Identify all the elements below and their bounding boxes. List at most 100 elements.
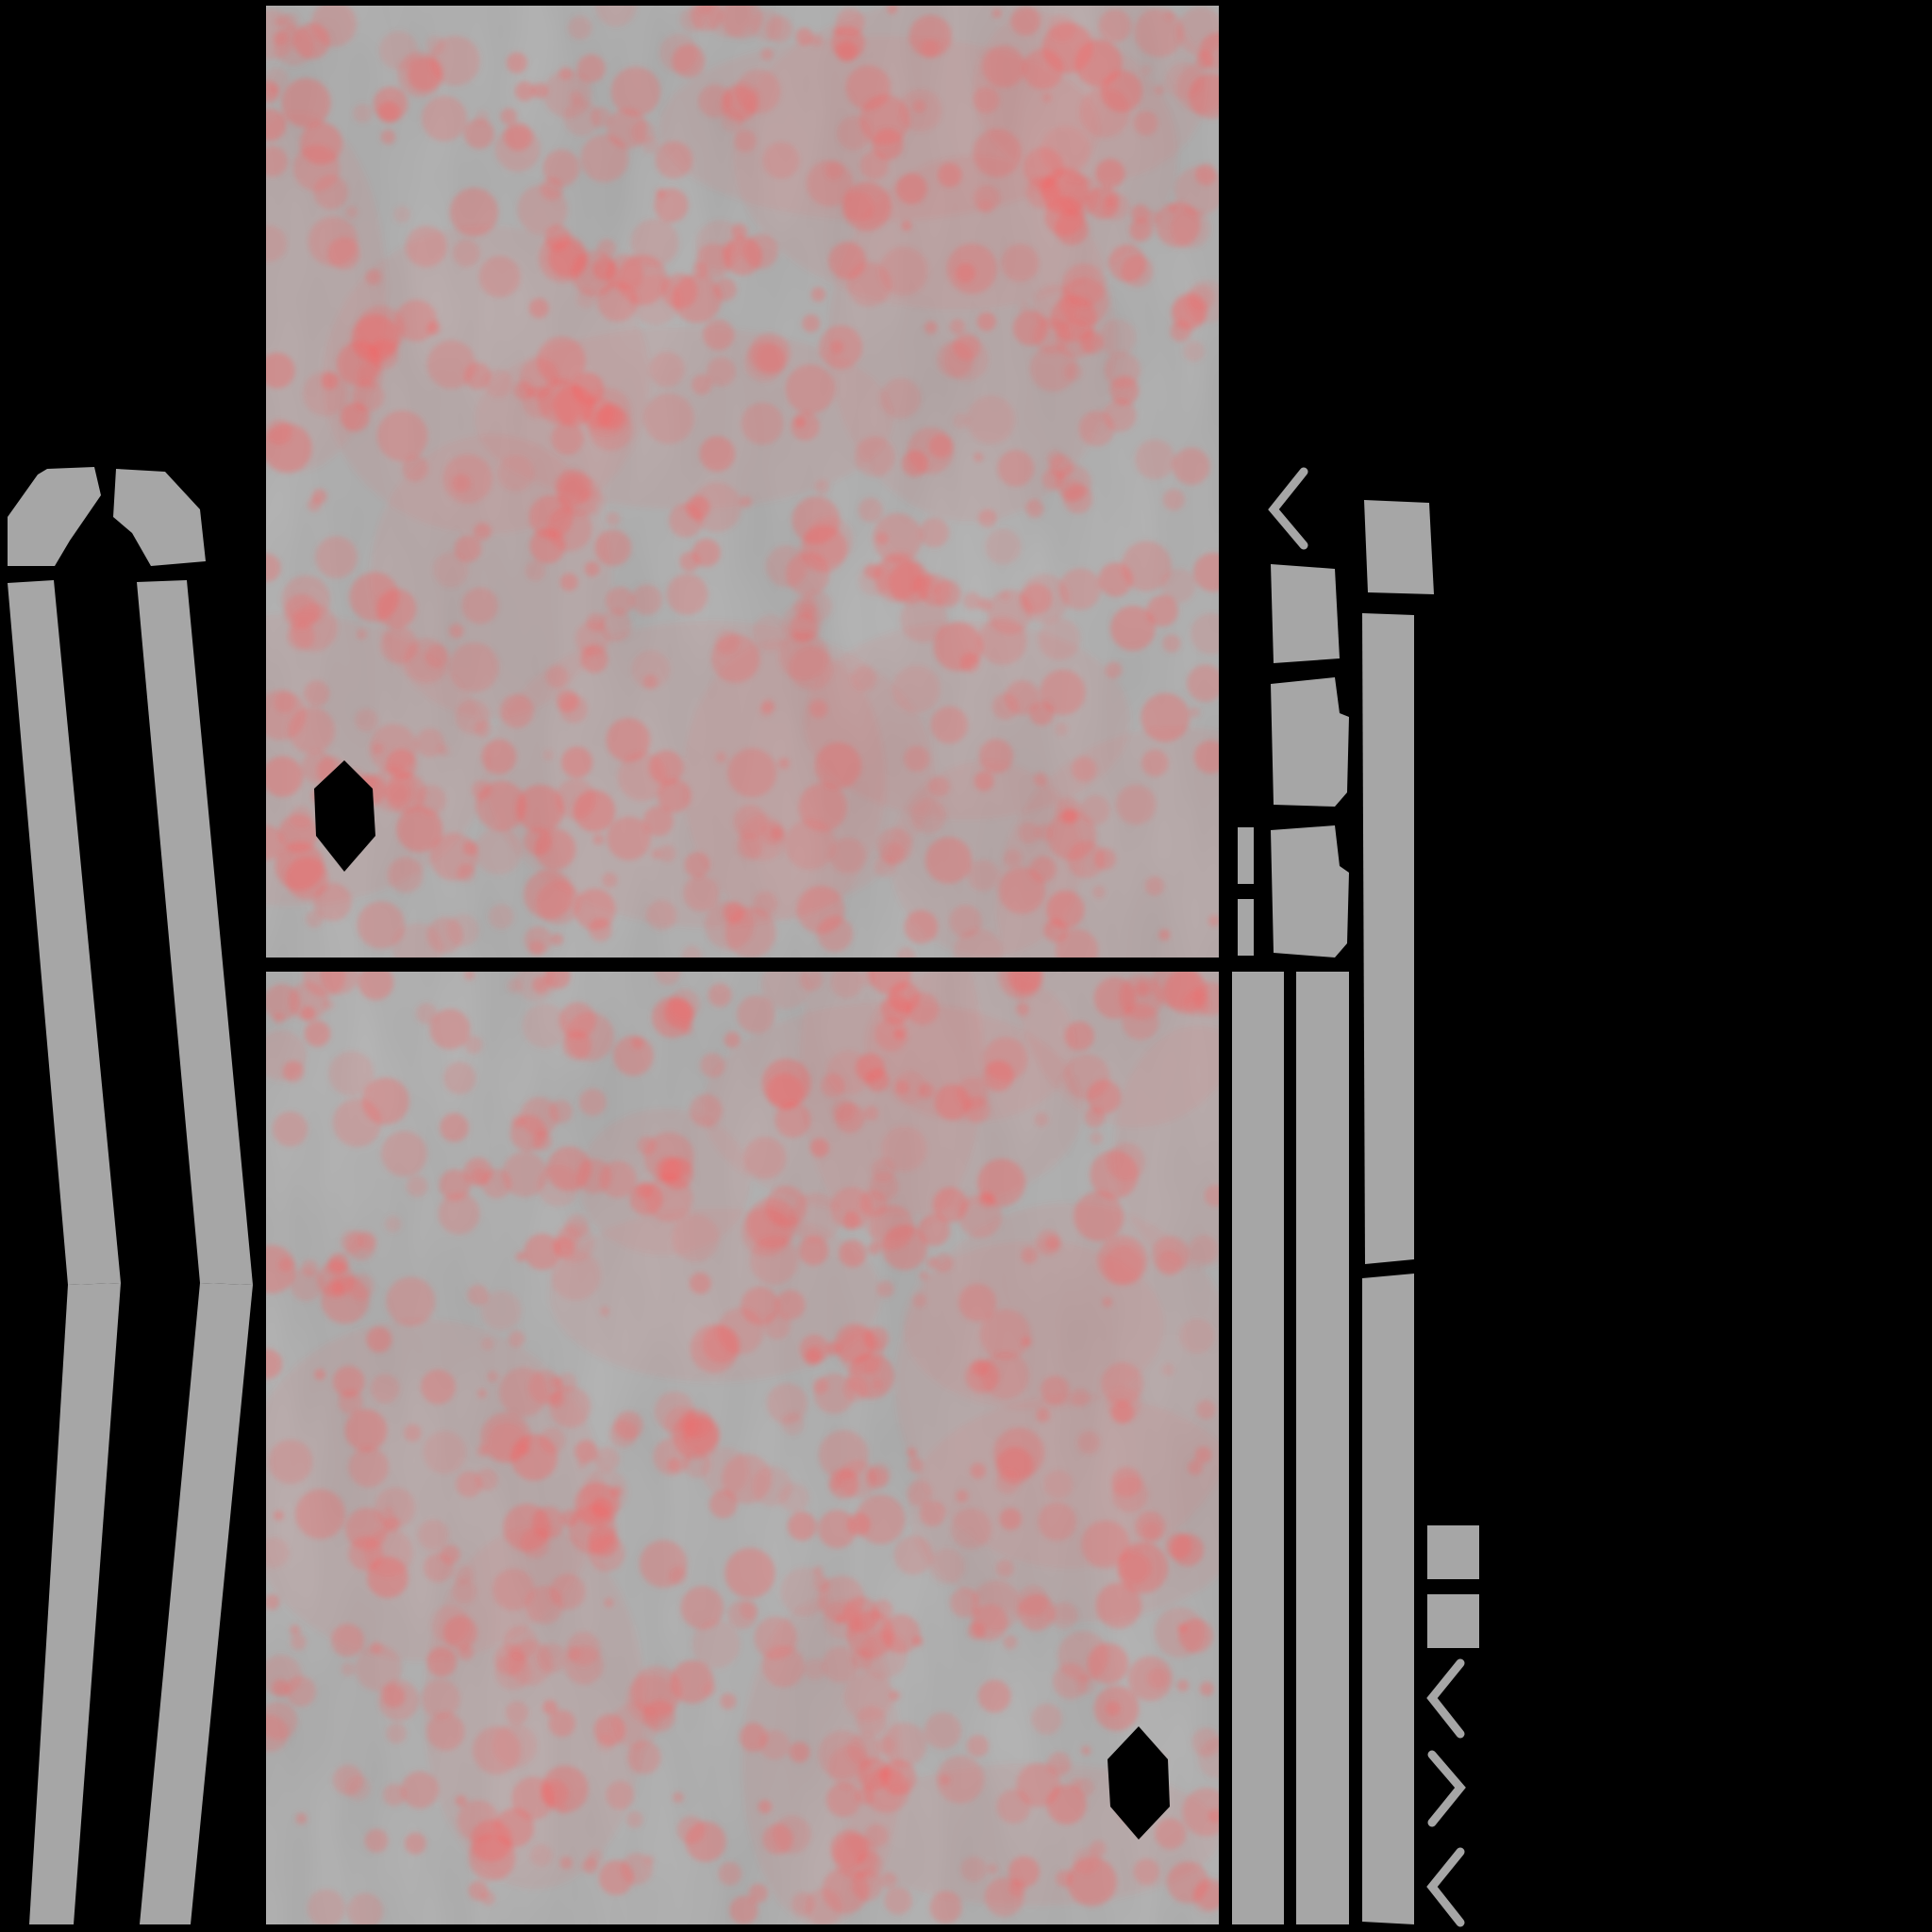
stain-mark — [463, 841, 478, 856]
bottom-panel — [266, 972, 1219, 1924]
stain-mark — [896, 946, 916, 958]
stain-mark — [429, 1008, 471, 1050]
tab-2 — [1271, 677, 1349, 807]
tab-4 — [1364, 500, 1434, 594]
stain-mark — [1183, 341, 1205, 362]
stain-mark — [415, 1003, 438, 1024]
stain-mark — [963, 591, 982, 610]
stain-mark — [361, 1077, 409, 1125]
stain-mark — [872, 1599, 893, 1621]
stain-mark — [1109, 375, 1140, 406]
stain-mark — [848, 1353, 894, 1399]
stain-mark — [520, 1096, 559, 1136]
stain-mark — [266, 1593, 280, 1610]
stain-mark — [621, 1853, 653, 1885]
stain-mark — [449, 187, 499, 237]
stain-mark — [323, 998, 335, 1010]
stain-mark — [708, 983, 732, 1008]
stain-mark — [1031, 1703, 1063, 1735]
stain-mark — [1189, 285, 1215, 310]
stain-mark — [544, 972, 571, 990]
stain-mark — [553, 1236, 575, 1258]
stain-mark — [858, 497, 883, 523]
stain-mark — [328, 1051, 375, 1096]
stain-mark — [612, 1035, 654, 1076]
stain-mark — [1187, 664, 1219, 702]
stain-mark — [569, 91, 583, 105]
small-bar-1 — [1238, 827, 1254, 884]
stain-mark — [1019, 574, 1070, 624]
stain-mark — [353, 103, 373, 124]
stain-mark — [605, 511, 621, 526]
stain-mark — [506, 52, 528, 74]
stain-mark — [515, 1251, 526, 1262]
stain-mark — [1121, 541, 1172, 591]
stain-mark — [532, 1131, 553, 1151]
stain-mark — [392, 923, 443, 958]
stain-mark — [702, 1682, 718, 1697]
stain-mark — [708, 1490, 738, 1519]
stain-mark — [884, 1887, 912, 1915]
stain-mark — [653, 1438, 691, 1476]
stain-mark — [1199, 1681, 1214, 1696]
stain-mark — [475, 109, 490, 125]
stain-mark — [439, 1169, 471, 1201]
stain-mark — [381, 1130, 427, 1177]
stain-mark — [691, 538, 721, 567]
stain-mark — [332, 1764, 364, 1796]
left-corner-cap — [8, 467, 101, 566]
stain-mark — [357, 901, 406, 949]
chevron-1 — [1426, 1658, 1465, 1739]
stain-mark — [1168, 203, 1179, 214]
stain-mark — [810, 287, 826, 302]
stain-mark — [551, 933, 564, 946]
stain-mark — [266, 1655, 302, 1697]
stain-mark — [373, 86, 408, 122]
stain-mark — [480, 1890, 495, 1906]
stain-mark — [1121, 255, 1154, 288]
stain-mark — [919, 517, 950, 548]
stain-mark — [722, 1454, 773, 1505]
stain-mark — [1160, 568, 1196, 604]
stain-mark — [706, 6, 753, 38]
stain-mark — [295, 1812, 308, 1824]
stain-mark — [606, 587, 635, 615]
stain-wash — [702, 1001, 1084, 1215]
stain-mark — [380, 129, 396, 144]
stain-mark — [1162, 489, 1185, 511]
stain-mark — [1190, 613, 1219, 655]
stain-mark — [925, 1257, 939, 1270]
stain-mark — [311, 489, 327, 504]
stain-mark — [307, 1889, 345, 1924]
stain-mark — [542, 149, 580, 187]
stain-mark — [278, 1257, 293, 1273]
stain-mark — [802, 314, 821, 333]
stain-mark — [868, 1462, 891, 1486]
stain-mark — [347, 1892, 384, 1924]
tab-3 — [1271, 825, 1349, 958]
stain-mark — [1178, 1618, 1213, 1654]
stain-mark — [522, 1003, 568, 1049]
stain-mark — [691, 1620, 741, 1669]
stain-mark — [301, 1259, 319, 1276]
stain-mark — [384, 1215, 402, 1233]
stain-mark — [731, 223, 748, 240]
stain-mark — [680, 8, 705, 32]
stain-mark — [290, 1634, 307, 1651]
stain-mark — [1199, 32, 1219, 70]
stain-mark — [1058, 568, 1102, 610]
stain-mark — [266, 1029, 308, 1081]
stain-mark — [1146, 594, 1179, 627]
chevron-2 — [1427, 1750, 1466, 1827]
stain-mark — [429, 35, 480, 86]
right-corner-cap — [113, 469, 206, 566]
stain-mark — [379, 30, 419, 71]
stain-mark — [1000, 591, 1010, 601]
stain-mark — [421, 95, 468, 142]
stain-mark — [737, 995, 775, 1034]
stain-mark — [266, 553, 281, 582]
stain-mark — [654, 1391, 695, 1432]
stain-mark — [680, 1586, 724, 1630]
stain-mark — [672, 43, 706, 78]
